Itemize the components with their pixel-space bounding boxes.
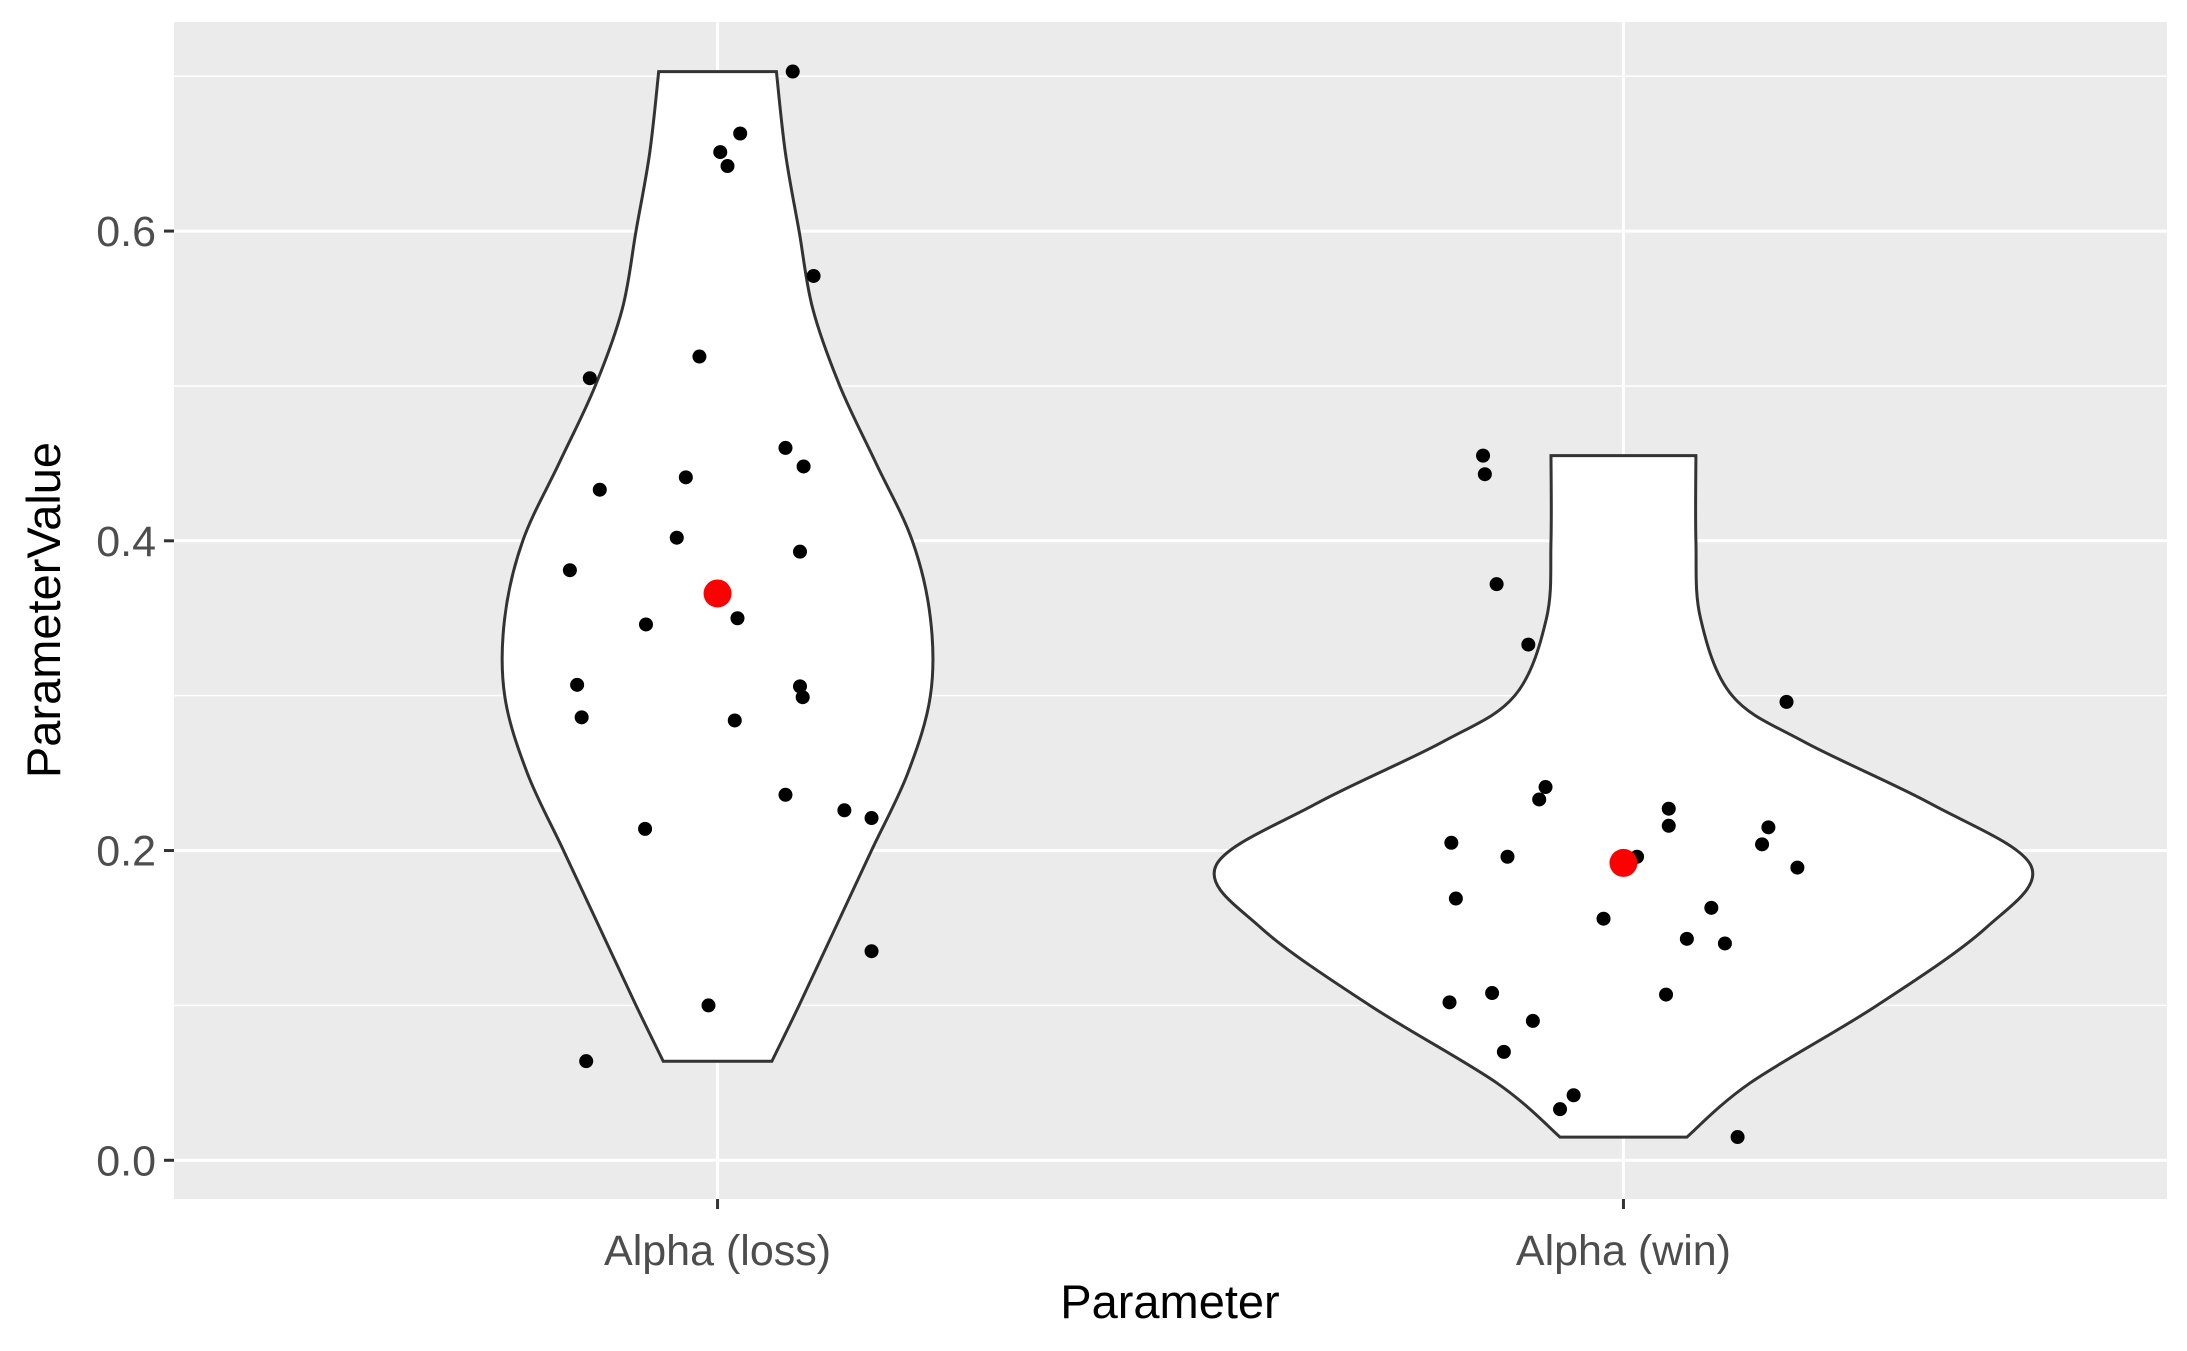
data-point: [864, 811, 879, 826]
data-point: [778, 440, 793, 455]
data-point: [1659, 987, 1674, 1002]
data-point: [720, 159, 735, 174]
violin-alpha-win: [1212, 454, 2035, 1139]
data-point: [1500, 849, 1515, 864]
x-tick-label: Alpha (win): [1516, 1227, 1731, 1275]
data-point: [713, 145, 728, 160]
x-tick-label: Alpha (loss): [604, 1227, 831, 1275]
data-point: [864, 944, 879, 959]
mean-point: [1609, 848, 1638, 877]
data-point: [1489, 577, 1504, 592]
data-point: [806, 268, 821, 283]
data-point: [1442, 995, 1457, 1010]
data-point: [562, 563, 577, 578]
data-point: [1779, 694, 1794, 709]
data-point: [733, 126, 748, 141]
data-point: [638, 617, 653, 632]
data-point: [1532, 792, 1547, 807]
data-point: [692, 349, 707, 364]
data-point: [1755, 837, 1770, 852]
data-point: [795, 690, 810, 705]
data-point: [792, 544, 807, 559]
data-point: [678, 470, 693, 485]
data-point: [1485, 986, 1500, 1001]
data-point: [1538, 780, 1553, 795]
data-point: [1448, 891, 1463, 906]
data-point: [1679, 931, 1694, 946]
data-point: [1496, 1044, 1511, 1059]
data-point: [1661, 818, 1676, 833]
data-point: [1553, 1102, 1568, 1117]
data-point: [730, 611, 745, 626]
data-point: [1717, 936, 1732, 951]
data-point: [582, 371, 597, 386]
data-point: [574, 710, 589, 725]
data-point: [1661, 801, 1676, 816]
data-point: [570, 677, 585, 692]
data-point: [778, 787, 793, 802]
data-point: [727, 713, 742, 728]
data-point: [792, 679, 807, 694]
data-point: [638, 821, 653, 836]
data-point: [669, 530, 684, 545]
data-point: [1477, 467, 1492, 482]
y-axis-title: ParameterValue: [17, 442, 70, 778]
violin-alpha-loss: [500, 70, 935, 1063]
data-point: [1704, 900, 1719, 915]
mean-point: [703, 579, 732, 608]
y-tick-label: 0.2: [96, 828, 156, 876]
x-axis: Alpha (loss) Alpha (win): [604, 1199, 1731, 1275]
data-point: [837, 803, 852, 818]
data-points: [562, 64, 1805, 1145]
data-point: [592, 482, 607, 497]
mean-points: [703, 579, 1638, 877]
data-point: [1596, 911, 1611, 926]
data-point: [579, 1054, 594, 1069]
y-tick-label: 0.4: [96, 518, 156, 566]
data-point: [796, 459, 811, 474]
data-point: [1476, 448, 1491, 463]
data-point: [1525, 1013, 1540, 1028]
data-point: [1790, 860, 1805, 875]
violins: [500, 70, 2035, 1139]
plot-panel: [174, 22, 2167, 1199]
data-point: [1566, 1088, 1581, 1103]
y-tick-label: 0.0: [96, 1137, 156, 1185]
data-point: [1444, 835, 1459, 850]
data-point: [1730, 1130, 1745, 1145]
data-point: [701, 998, 716, 1013]
data-point: [1521, 637, 1536, 652]
y-axis: 0.0 0.2 0.4 0.6: [96, 208, 174, 1185]
y-tick-label: 0.6: [96, 208, 156, 256]
data-point: [785, 64, 800, 79]
data-point: [1761, 820, 1776, 835]
x-axis-title: Parameter: [1060, 1275, 1279, 1328]
